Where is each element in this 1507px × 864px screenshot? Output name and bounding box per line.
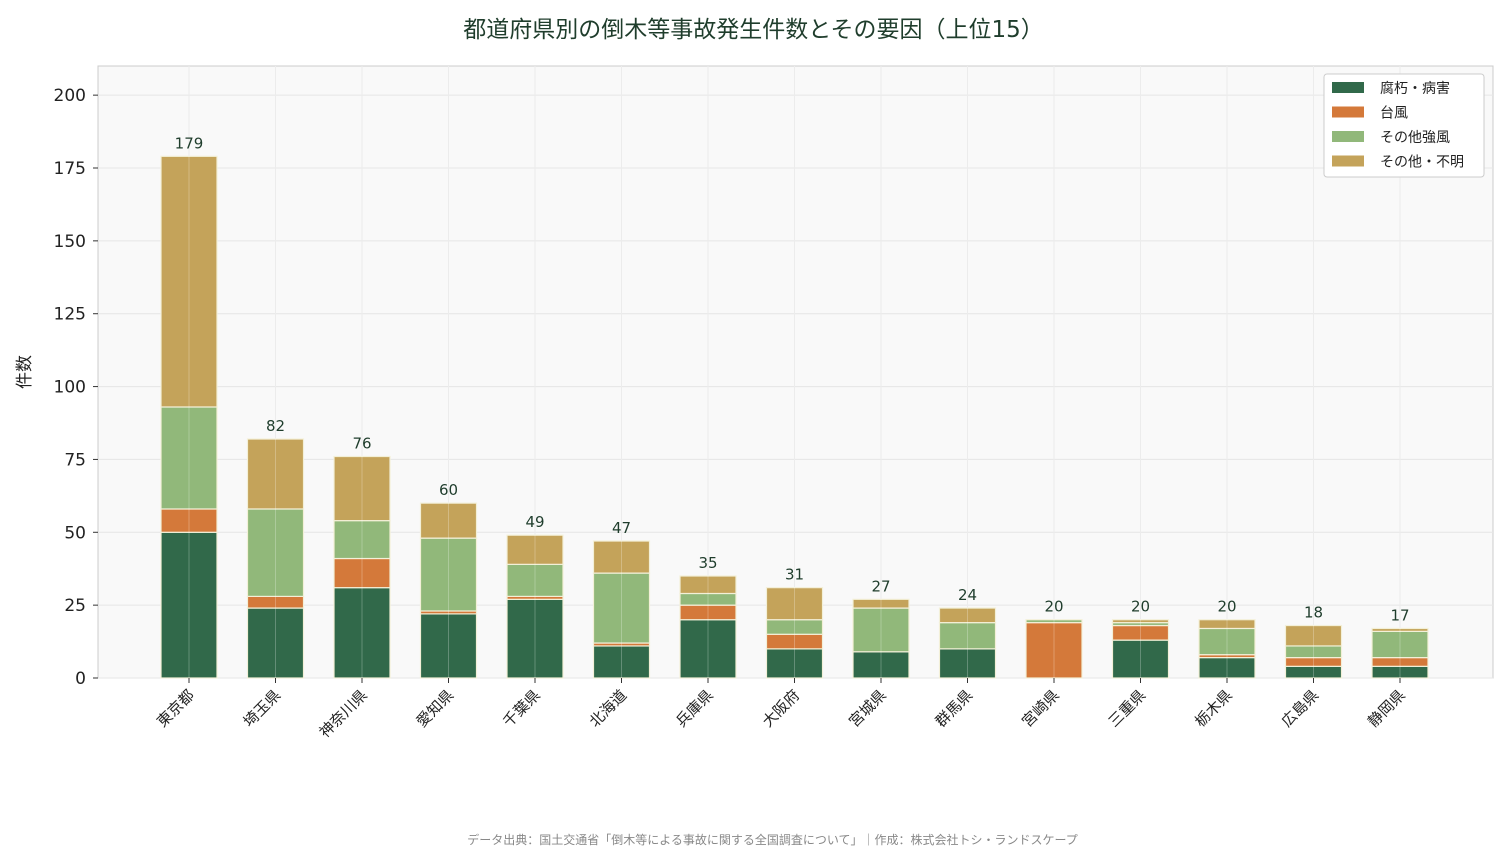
chart-title: 都道府県別の倒木等事故発生件数とその要因（上位15） bbox=[463, 17, 1044, 43]
bar-segment bbox=[1111, 619, 1170, 624]
source-footer: データ出典：国土交通省「倒木等による事故に関する全国調査について」｜作成：株式会… bbox=[467, 833, 1078, 847]
x-tick-label: 静岡県 bbox=[1364, 686, 1409, 731]
y-axis-label: 件数 bbox=[15, 355, 35, 389]
x-tick-label: 千葉県 bbox=[499, 686, 544, 731]
total-label: 18 bbox=[1304, 604, 1323, 622]
legend-swatch bbox=[1332, 106, 1364, 118]
y-tick-label: 100 bbox=[54, 378, 86, 398]
total-label: 20 bbox=[1044, 598, 1063, 616]
bar-segment bbox=[419, 537, 478, 612]
total-label: 24 bbox=[958, 586, 977, 604]
bar-segment bbox=[1284, 624, 1343, 647]
x-tick-label: 神奈川県 bbox=[316, 686, 371, 741]
x-tick-label: 三重県 bbox=[1105, 686, 1150, 731]
y-tick-label: 150 bbox=[54, 232, 86, 252]
bar-segment bbox=[1371, 630, 1429, 659]
bar-segment bbox=[765, 587, 824, 621]
bar-segment bbox=[592, 540, 651, 574]
legend-label: 腐朽・病害 bbox=[1380, 80, 1450, 97]
bar-segment bbox=[938, 622, 997, 650]
bar-segment bbox=[938, 607, 997, 624]
bar-segment bbox=[679, 575, 737, 595]
bar-segment bbox=[160, 155, 218, 408]
total-label: 20 bbox=[1131, 598, 1150, 616]
bar-segment bbox=[852, 607, 910, 653]
total-label: 60 bbox=[439, 481, 458, 499]
total-label: 17 bbox=[1390, 606, 1409, 624]
plot-area bbox=[97, 65, 1494, 679]
y-tick-label: 75 bbox=[64, 450, 86, 470]
x-tick-label: 大阪府 bbox=[759, 686, 804, 731]
legend-swatch bbox=[1332, 82, 1364, 93]
total-label: 35 bbox=[698, 554, 717, 572]
x-tick-label: 宮城県 bbox=[845, 686, 890, 731]
bar-segment bbox=[1198, 619, 1256, 630]
y-tick-label: 200 bbox=[54, 86, 86, 106]
bar-segment bbox=[246, 438, 305, 510]
legend-label: 台風 bbox=[1380, 106, 1408, 122]
x-tick-label: 群馬県 bbox=[932, 686, 977, 731]
x-tick-label: 兵庫県 bbox=[672, 686, 717, 731]
total-label: 49 bbox=[525, 513, 544, 531]
total-label: 27 bbox=[871, 577, 890, 595]
bar-segment bbox=[333, 520, 391, 560]
bar-segment bbox=[1111, 639, 1170, 679]
y-tick-label: 50 bbox=[64, 523, 86, 543]
y-tick-label: 0 bbox=[75, 669, 86, 689]
bar-segment bbox=[679, 619, 737, 679]
bar-segment bbox=[419, 502, 478, 539]
bar-segment bbox=[1025, 619, 1083, 624]
x-tick-label: 埼玉県 bbox=[240, 686, 285, 731]
bar-segment bbox=[506, 563, 564, 597]
legend bbox=[1323, 73, 1485, 178]
bar-segment bbox=[938, 648, 997, 679]
bar-segment bbox=[592, 572, 651, 644]
bar-segment bbox=[160, 531, 218, 679]
legend-swatch bbox=[1332, 155, 1364, 167]
y-tick-label: 25 bbox=[64, 596, 86, 616]
bar-segment bbox=[246, 508, 305, 598]
legend-swatch bbox=[1332, 131, 1364, 142]
x-tick-label: 広島県 bbox=[1278, 686, 1323, 731]
legend-label: その他・不明 bbox=[1380, 155, 1464, 171]
bar-segment bbox=[1025, 622, 1083, 679]
bar-segment bbox=[852, 651, 910, 679]
legend-label: その他強風 bbox=[1380, 130, 1450, 146]
y-tick-label: 175 bbox=[54, 159, 86, 179]
bar-segment bbox=[852, 598, 910, 609]
total-label: 31 bbox=[785, 566, 804, 584]
total-label: 47 bbox=[612, 519, 631, 537]
total-label: 179 bbox=[175, 134, 204, 152]
bar-segment bbox=[160, 406, 218, 510]
x-tick-label: 北海道 bbox=[586, 686, 631, 731]
x-tick-label: 宮崎県 bbox=[1018, 686, 1063, 731]
bar-segment bbox=[592, 645, 651, 679]
total-label: 20 bbox=[1217, 598, 1236, 616]
bar-segment bbox=[333, 455, 391, 522]
x-tick-label: 愛知県 bbox=[413, 686, 458, 731]
y-tick-label: 125 bbox=[54, 305, 86, 325]
x-tick-label: 栃木県 bbox=[1191, 686, 1236, 731]
bar-segment bbox=[1371, 627, 1429, 632]
total-label: 82 bbox=[266, 417, 285, 435]
total-label: 76 bbox=[352, 435, 371, 453]
bar-segment bbox=[246, 607, 305, 679]
bar-segment bbox=[333, 557, 391, 589]
x-tick-label: 東京都 bbox=[153, 686, 198, 731]
bar-segment bbox=[506, 534, 564, 565]
bar-segment bbox=[419, 613, 478, 679]
